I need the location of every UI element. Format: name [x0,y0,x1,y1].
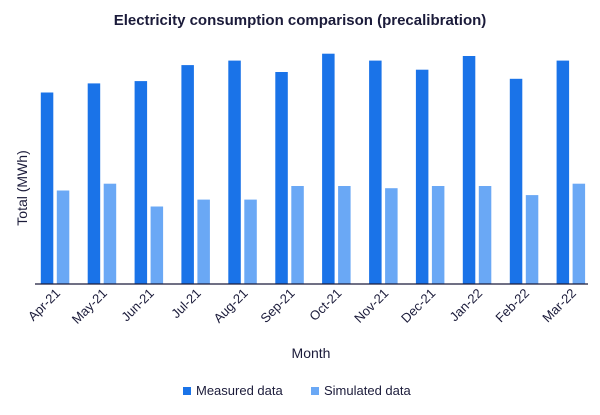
x-tick-label-oct-21: Oct-21 [306,286,344,324]
x-tick-label-jan-22: Jan-22 [447,286,486,325]
bar-measured-mar-22 [556,60,570,284]
bar-simulated-feb-22 [525,195,539,284]
legend: Measured data Simulated data [183,383,411,398]
x-tick-label-sep-21: Sep-21 [257,286,297,326]
x-tick-label-mar-22: Mar-22 [539,286,579,326]
x-tick-label-feb-22: Feb-22 [492,286,532,326]
x-tick-labels: Apr-21 May-21 Jun-21 Jul-21 Aug-21 Sep-21 Oct-… [25,286,579,327]
chart-title: Electricity consumption comparison (prec… [114,12,487,29]
x-tick-label-dec-21: Dec-21 [398,286,438,326]
bar-simulated-sep-21 [291,186,304,284]
legend-label-measured: Measured data [196,383,283,398]
bar-measured-apr-21 [40,92,54,284]
bar-simulated-jan-22 [478,186,492,284]
bar-simulated-dec-21 [431,186,445,284]
bar-measured-oct-21 [322,53,335,285]
bar-simulated-mar-22 [572,183,586,284]
bar-simulated-aug-21 [244,199,257,284]
y-axis-label: Total (MWh) [14,150,30,225]
bar-measured-jun-21 [134,81,148,284]
bar-measured-nov-21 [369,60,382,284]
bar-measured-may-21 [87,83,101,285]
bar-measured-jul-21 [181,65,194,284]
legend-label-simulated: Simulated data [324,383,411,398]
bar-simulated-may-21 [103,183,117,284]
legend-swatch-simulated [311,387,319,395]
x-tick-label-apr-21: Apr-21 [25,286,63,324]
bar-simulated-jun-21 [150,206,164,284]
x-axis-label: Month [292,345,331,361]
x-tick-label-nov-21: Nov-21 [351,286,391,326]
x-tick-label-aug-21: Aug-21 [210,286,250,326]
x-tick-label-may-21: May-21 [69,286,110,327]
bars-group [40,53,586,285]
x-tick-label-jun-21: Jun-21 [118,286,157,325]
bar-measured-sep-21 [275,72,288,284]
bar-measured-aug-21 [228,60,241,284]
bar-simulated-jul-21 [197,199,210,284]
legend-swatch-measured [183,387,191,395]
bar-measured-feb-22 [509,78,523,284]
bar-measured-dec-21 [415,69,429,284]
bar-simulated-nov-21 [385,188,398,284]
bar-simulated-apr-21 [56,190,70,284]
bar-simulated-oct-21 [338,186,351,284]
bar-measured-jan-22 [462,56,476,284]
x-tick-label-jul-21: Jul-21 [168,286,204,322]
